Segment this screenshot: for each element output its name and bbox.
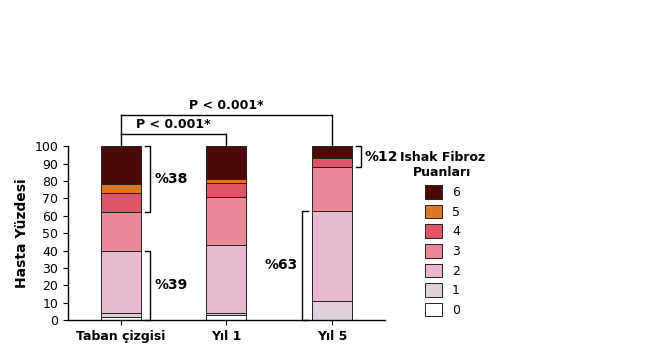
Bar — [101, 184, 141, 193]
Bar — [312, 146, 352, 158]
Bar — [206, 246, 247, 313]
Bar — [101, 251, 141, 313]
Bar — [206, 197, 247, 246]
Bar — [101, 313, 141, 317]
Bar — [101, 212, 141, 251]
Text: %63: %63 — [265, 258, 298, 272]
Bar — [101, 193, 141, 212]
Bar — [206, 146, 247, 179]
Text: %39: %39 — [154, 279, 188, 292]
Bar — [101, 317, 141, 320]
Bar — [101, 146, 141, 184]
Bar — [206, 183, 247, 197]
Bar — [312, 158, 352, 167]
Bar — [206, 179, 247, 183]
Text: %12: %12 — [365, 150, 398, 164]
Y-axis label: Hasta Yüzdesi: Hasta Yüzdesi — [15, 178, 29, 288]
Bar — [206, 315, 247, 320]
Bar — [312, 167, 352, 211]
Legend: 6, 5, 4, 3, 2, 1, 0: 6, 5, 4, 3, 2, 1, 0 — [397, 149, 487, 319]
Text: %38: %38 — [154, 172, 188, 186]
Text: P < 0.001*: P < 0.001* — [189, 99, 263, 112]
Bar — [206, 313, 247, 315]
Bar — [312, 301, 352, 320]
Text: P < 0.001*: P < 0.001* — [136, 118, 211, 131]
Bar — [312, 211, 352, 301]
